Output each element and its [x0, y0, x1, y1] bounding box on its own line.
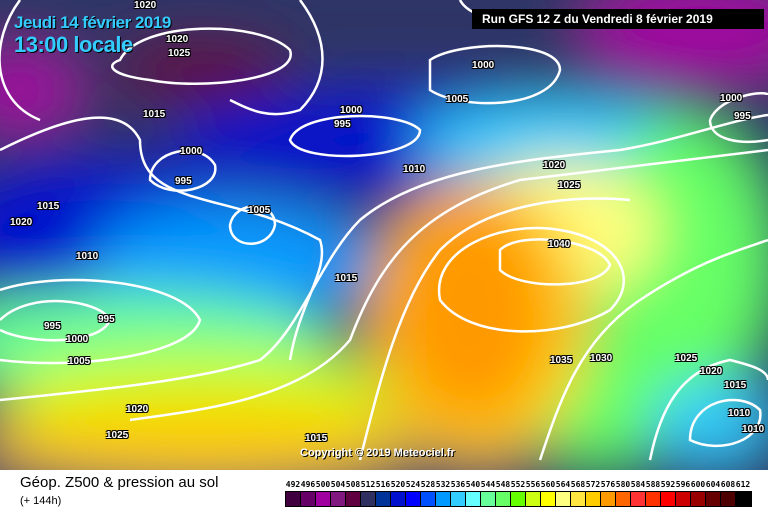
legend-label: 564 [555, 480, 571, 489]
isobar-label: 1025 [675, 353, 698, 364]
isobar-label: 1000 [340, 105, 363, 116]
isobar-label: 1035 [550, 355, 573, 366]
isobar-label: 1005 [446, 94, 469, 105]
isobar-label: 1000 [66, 334, 89, 345]
legend-label: 576 [600, 480, 616, 489]
isobar-label: 995 [98, 314, 115, 325]
legend-label: 600 [690, 480, 706, 489]
isobar-label: 1010 [728, 408, 751, 419]
forecast-time: 13:00 locale [14, 32, 133, 57]
isobar-label: 1015 [37, 201, 60, 212]
legend-label: 552 [510, 480, 526, 489]
isobar-label: 1005 [68, 356, 91, 367]
isobar-label: 1020 [166, 34, 189, 45]
legend-label: 524 [405, 480, 421, 489]
isobar-label: 1000 [720, 93, 743, 104]
legend-label: 556 [525, 480, 541, 489]
isobar-label: 1025 [168, 48, 191, 59]
legend-label: 544 [480, 480, 496, 489]
run-info: Run GFS 12 Z du Vendredi 8 février 2019 [472, 9, 764, 29]
isobar-label: 1010 [76, 251, 99, 262]
isobar-label: 1020 [134, 0, 157, 11]
legend-label: 608 [720, 480, 736, 489]
footer: Géop. Z500 & pression au sol (+ 144h) 49… [0, 470, 768, 512]
legend-label: 516 [375, 480, 391, 489]
isobar-label: 1020 [10, 217, 33, 228]
legend-label: 548 [495, 480, 511, 489]
isobar-label: 1030 [590, 353, 613, 364]
legend-label: 560 [540, 480, 556, 489]
legend-label: 568 [570, 480, 586, 489]
legend-label: 604 [705, 480, 721, 489]
legend-swatch [735, 491, 752, 507]
legend-label: 592 [660, 480, 676, 489]
isobar-label: 995 [44, 321, 61, 332]
isobar-label: 1025 [106, 430, 129, 441]
forecast-step: (+ 144h) [20, 495, 62, 507]
legend-label: 508 [345, 480, 361, 489]
isobar-label: 1040 [548, 239, 571, 250]
forecast-date: Jeudi 14 février 2019 [14, 13, 171, 32]
legend-label: 520 [390, 480, 406, 489]
legend-label: 536 [450, 480, 466, 489]
isobar-label: 1010 [403, 164, 426, 175]
isobar-label: 1010 [742, 424, 765, 435]
pressure-map: 1020 1020 1025 1015 1000 995 1005 1015 1020 1010 9… [0, 0, 768, 470]
legend-label: 504 [330, 480, 346, 489]
legend-label: 584 [630, 480, 646, 489]
isobar-label: 1015 [335, 273, 358, 284]
isobar-label: 1025 [558, 180, 581, 191]
legend-label: 572 [585, 480, 601, 489]
copyright: Copyright © 2019 Meteociel.fr [300, 447, 455, 459]
isobar-label: 995 [734, 111, 751, 122]
legend-label: 512 [360, 480, 376, 489]
isobar-label: 1020 [543, 160, 566, 171]
legend-label: 532 [435, 480, 451, 489]
legend-label: 612 [735, 480, 751, 489]
isobar-label: 995 [334, 119, 351, 130]
isobar-label: 1020 [126, 404, 149, 415]
legend-label: 596 [675, 480, 691, 489]
legend-label: 540 [465, 480, 481, 489]
isobar-label: 1020 [700, 366, 723, 377]
legend-label: 500 [315, 480, 331, 489]
isobar-label: 1015 [143, 109, 166, 120]
isobar-label: 1005 [248, 205, 271, 216]
legend-label: 492 [285, 480, 301, 489]
isobar-label: 1015 [724, 380, 747, 391]
map-canvas [0, 0, 768, 470]
chart-title: Géop. Z500 & pression au sol [20, 474, 219, 491]
isobar-label: 1000 [472, 60, 495, 71]
isobar-label: 1000 [180, 146, 203, 157]
legend-label: 580 [615, 480, 631, 489]
legend-label: 496 [300, 480, 316, 489]
isobar-label: 1015 [305, 433, 328, 444]
isobars [0, 0, 768, 461]
isobar-label: 995 [175, 176, 192, 187]
legend-label: 588 [645, 480, 661, 489]
legend-label: 528 [420, 480, 436, 489]
